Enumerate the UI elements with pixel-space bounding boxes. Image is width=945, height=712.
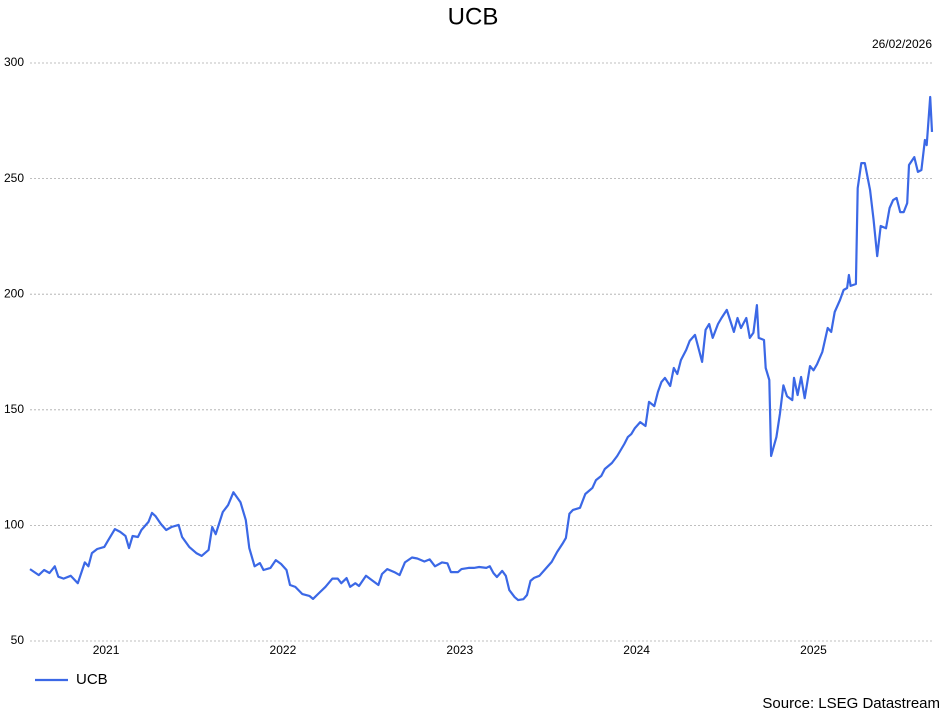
chart-title: UCB — [448, 3, 499, 30]
chart-date: 26/02/2026 — [872, 37, 932, 51]
source-note: Source: LSEG Datastream — [762, 695, 940, 712]
x-tick-label: 2022 — [270, 643, 297, 657]
y-tick-label: 200 — [4, 286, 24, 300]
x-tick-label: 2024 — [623, 643, 650, 657]
y-tick-label: 250 — [4, 171, 24, 185]
x-tick-label: 2023 — [446, 643, 473, 657]
legend-label: UCB — [76, 671, 108, 688]
x-tick-label: 2025 — [800, 643, 827, 657]
data-line — [29, 95, 934, 602]
y-tick-label: 100 — [4, 518, 24, 532]
y-tick-label: 300 — [4, 55, 24, 69]
y-tick-label: 150 — [4, 402, 24, 416]
y-tick-label: 50 — [11, 633, 25, 647]
x-tick-label: 2021 — [93, 643, 120, 657]
